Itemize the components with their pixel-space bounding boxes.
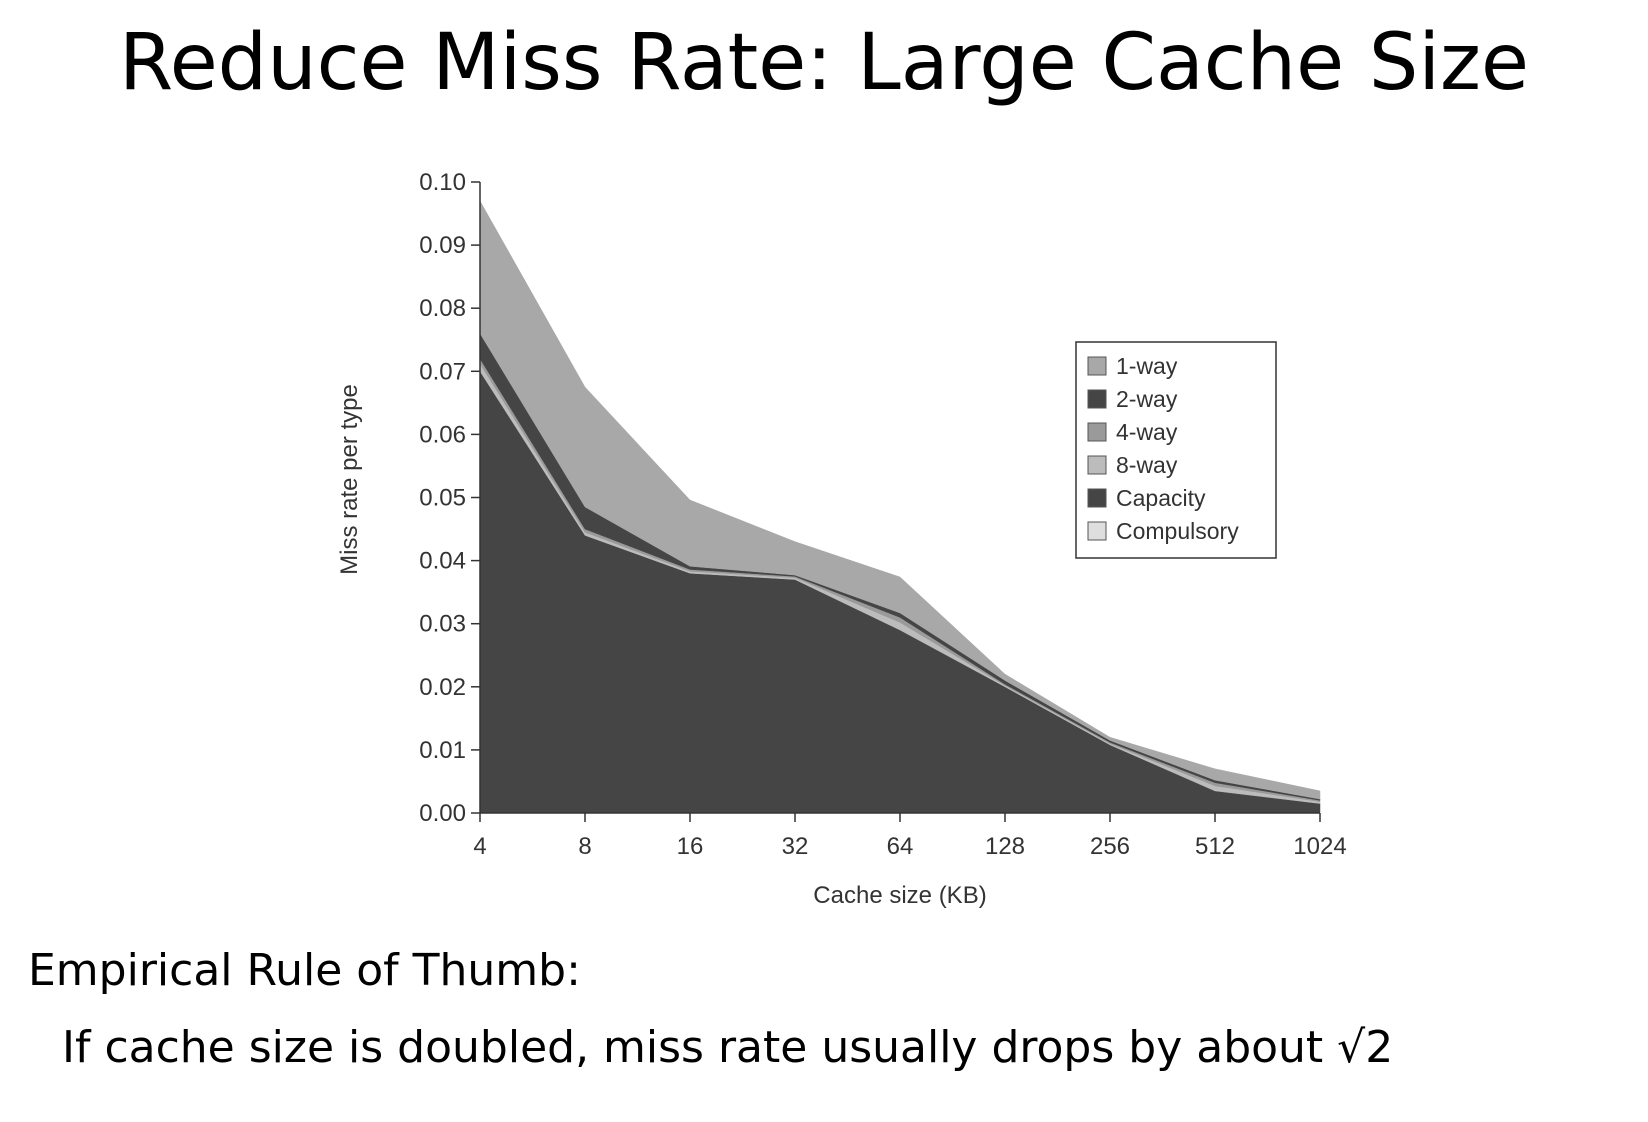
y-tick-label: 0.09 <box>419 232 466 259</box>
legend-label: 2-way <box>1116 386 1178 412</box>
y-axis-title: Miss rate per type <box>336 384 363 575</box>
x-tick-label: 128 <box>985 833 1025 860</box>
x-tick-label: 32 <box>782 833 809 860</box>
area-1-way <box>479 199 1321 800</box>
y-tick-label: 0.02 <box>419 674 466 701</box>
x-tick-label: 4 <box>473 833 486 860</box>
legend-label: Compulsory <box>1116 518 1239 544</box>
legend-swatch <box>1087 389 1107 409</box>
area-chart: 0.00 0.01 0.02 0.03 0.04 0.05 0.06 0.07 0.08 0.09… <box>336 169 1347 909</box>
y-tick-label: 0.08 <box>419 295 466 322</box>
legend-swatch <box>1087 455 1107 475</box>
x-tick-label: 8 <box>578 833 591 860</box>
y-tick-label: 0.01 <box>419 737 466 764</box>
x-tick-label: 64 <box>887 833 914 860</box>
legend-box <box>1075 341 1277 559</box>
legend-swatch <box>1087 356 1107 376</box>
x-tick-label: 512 <box>1195 833 1235 860</box>
rule-of-thumb-heading: Empirical Rule of Thumb: <box>28 945 581 996</box>
chart-legend: 1-way 2-way 4-way 8-way Capacity Compulsory <box>1075 341 1277 559</box>
y-tick-label: 0.05 <box>419 485 466 512</box>
legend-swatch <box>1087 521 1107 541</box>
legend-label: 1-way <box>1116 353 1178 379</box>
y-tick-label: 0.04 <box>419 548 466 575</box>
y-tick-label: 0.03 <box>419 611 466 638</box>
y-tick-labels: 0.00 0.01 0.02 0.03 0.04 0.05 0.06 0.07 0.08 0.09… <box>419 169 466 827</box>
x-axis-title: Cache size (KB) <box>813 882 986 909</box>
x-tick-label: 256 <box>1090 833 1130 860</box>
x-tick-label: 1024 <box>1293 833 1346 860</box>
y-tick-label: 0.07 <box>419 358 466 385</box>
legend-label: 4-way <box>1116 419 1178 445</box>
y-tick-label: 0.10 <box>419 169 466 196</box>
legend-swatch <box>1087 422 1107 442</box>
rule-of-thumb-text: If cache size is doubled, miss rate usua… <box>62 1022 1394 1073</box>
y-tick-label: 0.06 <box>419 421 466 448</box>
x-tick-label: 16 <box>677 833 704 860</box>
chart-axes <box>471 181 1321 822</box>
slide-title: Reduce Miss Rate: Large Cache Size <box>119 18 1529 108</box>
legend-swatch <box>1087 488 1107 508</box>
legend-label: 8-way <box>1116 452 1178 478</box>
y-tick-label: 0.00 <box>419 800 466 827</box>
legend-label: Capacity <box>1116 485 1206 511</box>
x-tick-labels: 4 8 16 32 64 128 256 512 1024 <box>473 833 1346 860</box>
